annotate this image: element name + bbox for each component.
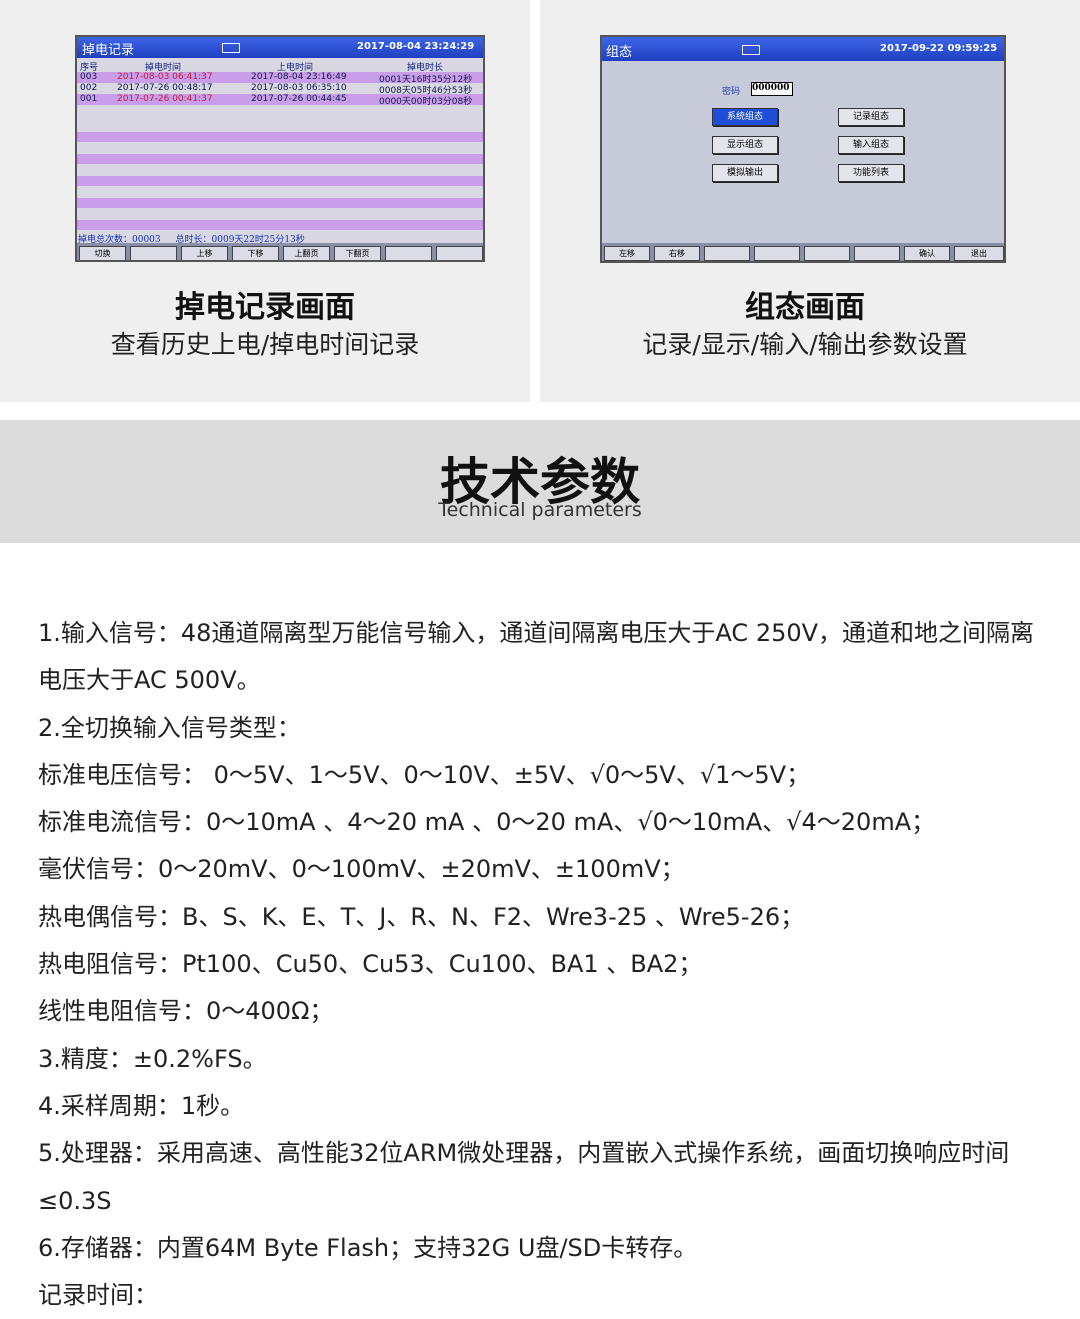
menu-button[interactable]: 输入组态 bbox=[838, 136, 904, 154]
password-label: 密码 bbox=[722, 87, 741, 97]
soft-button[interactable]: 右移 bbox=[654, 246, 700, 261]
table-cell: 2017-08-03 06:35:10 bbox=[251, 83, 347, 93]
datetime: 2017-09-22 09:59:25 bbox=[880, 43, 998, 54]
caption: 组态画面 bbox=[745, 290, 865, 325]
soft-button[interactable] bbox=[804, 246, 850, 261]
total-count: 掉电总次数：00003 bbox=[78, 235, 161, 245]
soft-button[interactable]: 下翻页 bbox=[334, 246, 381, 260]
parameter-list: 1.输入信号：48通道隔离型万能信号输入，通道间隔离电压大于AC 250V，通道… bbox=[38, 610, 1043, 1319]
table-cell: 002 bbox=[80, 83, 98, 93]
soft-button[interactable]: 确认 bbox=[904, 246, 950, 261]
soft-button[interactable]: 上移 bbox=[181, 246, 228, 260]
battery-icon bbox=[222, 43, 240, 53]
table-row: 003 2017-08-03 06:41:37 2017-08-04 23:16:4… bbox=[77, 72, 483, 85]
header-cell: 掉电时长 bbox=[407, 63, 444, 73]
soft-button[interactable] bbox=[754, 246, 800, 261]
table-header: 序号 掉电时间 上电时间 掉电时长 bbox=[77, 60, 483, 73]
parameter-line: 热电阻信号：Pt100、Cu50、Cu53、Cu100、BA1 、BA2； bbox=[38, 950, 703, 979]
section-title: 技术参数 bbox=[440, 453, 640, 511]
soft-button[interactable]: 上翻页 bbox=[283, 246, 330, 260]
table-cell: 001 bbox=[80, 94, 98, 104]
title-bar: 掉电记录 2017-08-04 23:24:29 bbox=[77, 37, 483, 58]
table-row: 002 2017-07-26 00:48:17 2017-08-03 06:35:1… bbox=[77, 83, 483, 96]
screen-title: 组态 bbox=[606, 45, 633, 60]
parameter-line: 线性电阻信号：0～400Ω； bbox=[38, 997, 334, 1026]
parameter-line: 毫伏信号：0～20mV、0～100mV、±20mV、±100mV； bbox=[38, 855, 685, 884]
soft-button[interactable]: 切换 bbox=[79, 246, 126, 260]
section-subtitle: Technical parameters bbox=[438, 499, 642, 521]
description: 查看历史上电/掉电时间记录 bbox=[110, 330, 420, 359]
battery-icon bbox=[742, 45, 760, 55]
power-log-screen: 掉电记录 2017-08-04 23:24:29 序号 掉电时间 上电时间 掉电… bbox=[75, 35, 485, 262]
soft-button[interactable]: 退出 bbox=[954, 246, 1004, 261]
parameter-line: 记录时间： bbox=[38, 1281, 158, 1310]
table-cell: 0001天16时35分12秒 bbox=[379, 75, 473, 85]
table-cell: 2017-08-03 06:41:37 bbox=[117, 72, 213, 82]
parameter-line: 4.采样周期：1秒。 bbox=[38, 1091, 245, 1120]
soft-button[interactable] bbox=[436, 246, 483, 260]
parameter-line: 3.精度：±0.2%FS。 bbox=[38, 1044, 267, 1073]
menu-button[interactable]: 显示组态 bbox=[712, 136, 778, 154]
soft-button[interactable] bbox=[704, 246, 750, 261]
password-field[interactable]: 000000 bbox=[751, 82, 793, 96]
parameter-line: 2.全切换输入信号类型： bbox=[38, 713, 301, 742]
parameter-line: 标准电流信号：0～10mA 、4～20 mA 、0～20 mA、√0～10mA、… bbox=[38, 808, 936, 837]
parameter-line: 标准电压信号： 0～5V、1～5V、0～10V、±5V、√0～5V、√1～5V； bbox=[38, 760, 811, 789]
menu-button[interactable]: 模拟输出 bbox=[712, 164, 778, 182]
menu-button[interactable]: 功能列表 bbox=[838, 164, 904, 182]
header-cell: 上电时间 bbox=[277, 63, 314, 73]
parameter-line: 6.存储器：内置64M Byte Flash；支持32G U盘/SD卡转存。 bbox=[38, 1233, 698, 1262]
caption: 掉电记录画面 bbox=[175, 290, 355, 325]
header-cell: 掉电时间 bbox=[145, 63, 182, 73]
soft-button[interactable]: 左移 bbox=[604, 246, 650, 261]
menu-button[interactable]: 系统组态 bbox=[712, 108, 778, 126]
table-cell: 2017-07-26 00:44:45 bbox=[251, 94, 347, 104]
soft-button[interactable] bbox=[854, 246, 900, 261]
soft-button[interactable] bbox=[130, 246, 177, 260]
soft-button[interactable] bbox=[385, 246, 432, 260]
header-cell: 序号 bbox=[80, 63, 99, 73]
parameter-line: 5.处理器：采用高速、高性能32位ARM微处理器，内置嵌入式操作系统，画面切换响… bbox=[38, 1139, 1010, 1215]
menu-button[interactable]: 记录组态 bbox=[838, 108, 904, 126]
table-cell: 2017-07-26 00:48:17 bbox=[117, 83, 213, 93]
table-cell: 2017-07-26 00:41:37 bbox=[117, 94, 213, 104]
parameter-line: 热电偶信号：B、S、K、E、T、J、R、N、F2、Wre3-25 、Wre5-2… bbox=[38, 902, 805, 931]
table-cell: 2017-08-04 23:16:49 bbox=[251, 72, 347, 82]
button-bar: 切换 上移 下移 上翻页 下翻页 bbox=[77, 243, 483, 260]
soft-button[interactable]: 下移 bbox=[232, 246, 279, 260]
footer: 掉电总次数：00003 总时长：0009天22时25分13秒 bbox=[78, 232, 305, 245]
table-cell: 003 bbox=[80, 72, 98, 82]
table-cell: 0008天05时46分53秒 bbox=[379, 86, 473, 96]
title-bar: 组态 2017-09-22 09:59:25 bbox=[602, 37, 1004, 61]
total-duration: 总时长：0009天22时25分13秒 bbox=[175, 235, 305, 245]
button-bar: 左移 右移 确认 退出 bbox=[602, 243, 1004, 261]
table-cell: 0000天00时03分08秒 bbox=[379, 97, 473, 107]
table-row: 001 2017-07-26 00:41:37 2017-07-26 00:44:4… bbox=[77, 94, 483, 107]
section-band: 技术参数 Technical parameters bbox=[0, 420, 1080, 543]
datetime: 2017-08-04 23:24:29 bbox=[357, 41, 475, 52]
parameter-line: 1.输入信号：48通道隔离型万能信号输入，通道间隔离电压大于AC 250V，通道… bbox=[38, 619, 1035, 695]
config-screen: 组态 2017-09-22 09:59:25 密码 000000 系统组态 记录… bbox=[600, 35, 1006, 263]
screen-title: 掉电记录 bbox=[82, 43, 135, 58]
description: 记录/显示/输入/输出参数设置 bbox=[642, 330, 968, 359]
